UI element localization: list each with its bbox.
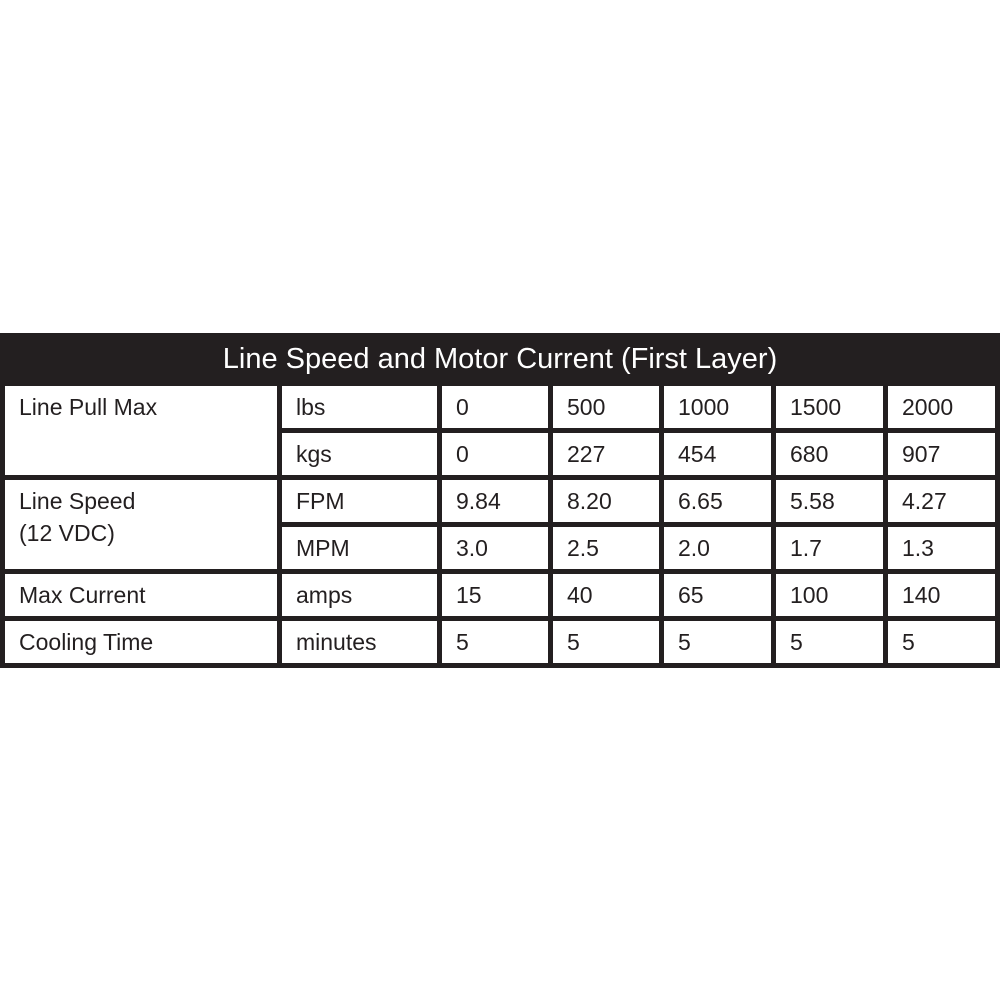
unit-cell-amps: amps — [282, 574, 437, 616]
value-cell: 40 — [553, 574, 659, 616]
value-cell: 5 — [442, 621, 548, 663]
value-cell: 1.7 — [776, 527, 883, 569]
spec-table-container: Line Speed and Motor Current (First Laye… — [0, 333, 1000, 668]
unit-cell-mpm: MPM — [282, 527, 437, 569]
row-label-line-speed: Line Speed (12 VDC) — [5, 480, 277, 569]
value-cell: 9.84 — [442, 480, 548, 522]
value-cell: 500 — [553, 386, 659, 428]
table-row-line-pull-kgs: kgs 0 227 454 680 907 — [5, 433, 996, 475]
unit-cell-lbs: lbs — [282, 386, 437, 428]
value-cell: 0 — [442, 433, 548, 475]
value-cell: 2000 — [888, 386, 996, 428]
table-row-line-speed-mpm: MPM 3.0 2.5 2.0 1.7 1.3 — [5, 527, 996, 569]
unit-cell-fpm: FPM — [282, 480, 437, 522]
line-speed-motor-current-table: Line Speed and Motor Current (First Laye… — [0, 333, 1000, 668]
value-cell: 5 — [888, 621, 996, 663]
value-cell: 6.65 — [664, 480, 771, 522]
unit-cell-kgs: kgs — [282, 433, 437, 475]
table-title: Line Speed and Motor Current (First Laye… — [5, 338, 996, 381]
value-cell: 680 — [776, 433, 883, 475]
value-cell: 15 — [442, 574, 548, 616]
value-cell: 4.27 — [888, 480, 996, 522]
value-cell: 5 — [664, 621, 771, 663]
table-row-max-current: Max Current amps 15 40 65 100 140 — [5, 574, 996, 616]
value-cell: 5 — [553, 621, 659, 663]
value-cell: 1500 — [776, 386, 883, 428]
row-label-line-pull-max: Line Pull Max — [5, 386, 277, 475]
value-cell: 2.5 — [553, 527, 659, 569]
value-cell: 5 — [776, 621, 883, 663]
value-cell: 1.3 — [888, 527, 996, 569]
row-label-cooling-time: Cooling Time — [5, 621, 277, 663]
table-row-cooling-time: Cooling Time minutes 5 5 5 5 5 — [5, 621, 996, 663]
value-cell: 2.0 — [664, 527, 771, 569]
value-cell: 454 — [664, 433, 771, 475]
row-label-max-current: Max Current — [5, 574, 277, 616]
value-cell: 100 — [776, 574, 883, 616]
value-cell: 1000 — [664, 386, 771, 428]
value-cell: 65 — [664, 574, 771, 616]
value-cell: 8.20 — [553, 480, 659, 522]
value-cell: 140 — [888, 574, 996, 616]
value-cell: 227 — [553, 433, 659, 475]
value-cell: 0 — [442, 386, 548, 428]
table-row-line-pull-lbs: Line Pull Max lbs 0 500 1000 1500 2000 — [5, 386, 996, 475]
value-cell: 5.58 — [776, 480, 883, 522]
value-cell: 3.0 — [442, 527, 548, 569]
unit-cell-minutes: minutes — [282, 621, 437, 663]
title-row: Line Speed and Motor Current (First Laye… — [5, 338, 996, 381]
value-cell: 907 — [888, 433, 996, 475]
table-row-line-speed-fpm: Line Speed (12 VDC) FPM 9.84 8.20 6.65 5… — [5, 480, 996, 569]
